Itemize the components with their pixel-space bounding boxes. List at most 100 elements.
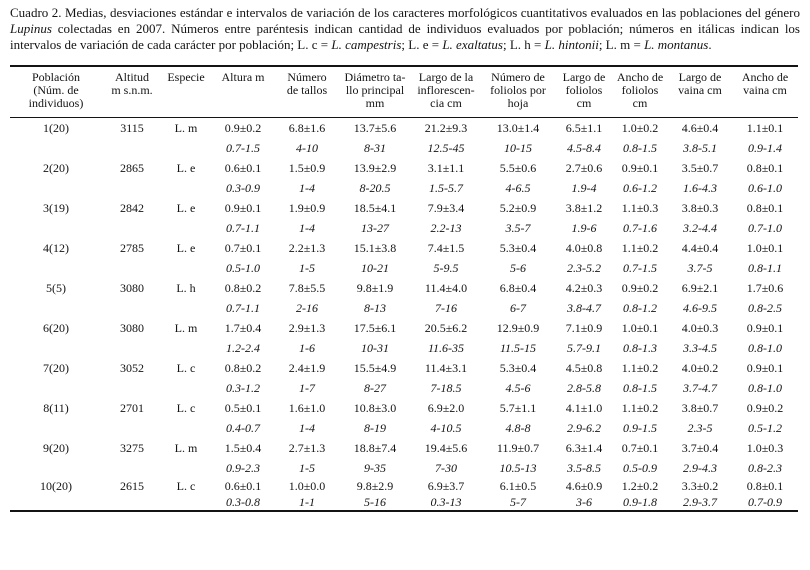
range-cell <box>10 418 102 438</box>
mean-cell: 0.5±0.1 <box>224 400 262 415</box>
caption-italic-segment: L. exaltatus <box>442 36 503 52</box>
mean-cell: 15.5±4.9 <box>353 360 397 375</box>
range-cell <box>10 494 102 511</box>
mean-cell: 4(12) <box>43 240 69 255</box>
population-range-row: 0.7-1.1 1-4 13-27 2.2-13 3.5-7 1.9-6 0.7-1.6 3.… <box>10 218 798 238</box>
range-cell <box>102 418 162 438</box>
mean-cell: 5.3±0.4 <box>499 360 537 375</box>
mean-cell: 20.5±6.2 <box>424 320 468 335</box>
range-cell: 1.9-6 <box>571 220 597 235</box>
mean-cell: 0.6±0.1 <box>224 160 262 175</box>
mean-cell: 6.1±0.5 <box>499 478 537 493</box>
range-cell <box>162 458 210 478</box>
mean-cell: 1.1±0.2 <box>621 360 659 375</box>
range-cell: 0.8-2.3 <box>748 460 782 475</box>
range-cell: 3.7-5 <box>687 260 713 275</box>
population-mean-row: 9(20) 3275 L. m 1.5±0.4 2.7±1.3 18.8±7.4 19.4±… <box>10 438 798 458</box>
mean-cell: 9.8±2.9 <box>356 478 394 493</box>
mean-cell: 6.3±1.4 <box>565 440 603 455</box>
range-cell: 0.8-1.3 <box>623 340 657 355</box>
column-header: Especie <box>167 69 205 84</box>
mean-cell: L. c <box>176 400 196 415</box>
range-cell <box>162 418 210 438</box>
range-cell: 1-1 <box>299 494 315 509</box>
mean-cell: 19.4±5.6 <box>424 440 468 455</box>
range-cell: 0.5-1.0 <box>226 260 260 275</box>
range-cell <box>162 338 210 358</box>
range-cell: 0.8-1.2 <box>623 300 657 315</box>
range-cell: 1-6 <box>299 340 315 355</box>
column-header: Largo de foliolos cm <box>562 69 606 111</box>
table-caption: Cuadro 2. Medias, desviaciones estándar … <box>10 5 800 53</box>
mean-cell: 3.7±0.4 <box>681 440 719 455</box>
range-cell <box>10 178 102 198</box>
range-cell: 3-6 <box>576 494 592 509</box>
mean-cell: 1.5±0.4 <box>224 440 262 455</box>
column-header: Altura m <box>221 69 265 84</box>
range-cell <box>162 138 210 158</box>
mean-cell: 2865 <box>120 160 144 175</box>
mean-cell: 0.9±0.1 <box>224 200 262 215</box>
range-cell: 4.6-9.5 <box>683 300 717 315</box>
range-cell <box>162 298 210 318</box>
range-cell <box>10 258 102 278</box>
range-cell: 2-16 <box>296 300 318 315</box>
mean-cell: 4.6±0.4 <box>681 120 719 135</box>
range-cell <box>10 338 102 358</box>
header-row: Población (Núm. de individuos) Altitud m … <box>10 66 798 118</box>
population-range-row: 0.5-1.0 1-5 10-21 5-9.5 5-6 2.3-5.2 0.7-1.5 3.7… <box>10 258 798 278</box>
mean-cell: 1.1±0.2 <box>621 240 659 255</box>
mean-cell: 0.9±0.1 <box>746 320 784 335</box>
column-header: Largo de vaina cm <box>678 69 722 98</box>
range-cell <box>10 138 102 158</box>
mean-cell: 6(20) <box>43 320 69 335</box>
mean-cell: 2701 <box>120 400 144 415</box>
population-mean-row: 4(12) 2785 L. e 0.7±0.1 2.2±1.3 15.1±3.8 7.4±1… <box>10 238 798 258</box>
mean-cell: 0.8±0.1 <box>746 160 784 175</box>
range-cell: 0.8-1.1 <box>748 260 782 275</box>
mean-cell: 1.7±0.4 <box>224 320 262 335</box>
mean-cell: 3(19) <box>43 200 69 215</box>
mean-cell: 9(20) <box>43 440 69 455</box>
range-cell: 0.8-1.0 <box>748 340 782 355</box>
mean-cell: 4.1±1.0 <box>565 400 603 415</box>
range-cell: 13-27 <box>361 220 389 235</box>
mean-cell: 3080 <box>120 320 144 335</box>
population-mean-row: 1(20) 3115 L. m 0.9±0.2 6.8±1.6 13.7±5.6 21.2±… <box>10 117 798 138</box>
mean-cell: L. m <box>174 320 198 335</box>
range-cell: 4.5-6 <box>505 380 531 395</box>
population-mean-row: 10(20) 2615 L. c 0.6±0.1 1.0±0.0 9.8±2.9 6.9±3… <box>10 478 798 494</box>
range-cell: 1.2-2.4 <box>226 340 260 355</box>
range-cell: 10-15 <box>504 140 532 155</box>
mean-cell: 2785 <box>120 240 144 255</box>
range-cell: 1-7 <box>299 380 315 395</box>
mean-cell: 6.9±2.0 <box>427 400 465 415</box>
range-cell: 2.3-5 <box>687 420 713 435</box>
mean-cell: 3.3±0.2 <box>681 478 719 493</box>
range-cell <box>10 218 102 238</box>
mean-cell: 1.0±0.3 <box>746 440 784 455</box>
mean-cell: 1.1±0.2 <box>621 400 659 415</box>
range-cell: 0.7-1.1 <box>226 220 260 235</box>
mean-cell: L. h <box>176 280 196 295</box>
range-cell: 3.8-5.1 <box>683 140 717 155</box>
mean-cell: 3.5±0.7 <box>681 160 719 175</box>
mean-cell: 4.5±0.8 <box>565 360 603 375</box>
mean-cell: 5.5±0.6 <box>499 160 537 175</box>
mean-cell: 1.6±1.0 <box>288 400 326 415</box>
range-cell: 0.3-13 <box>430 494 462 509</box>
mean-cell: 1.0±0.2 <box>621 120 659 135</box>
mean-cell: 2615 <box>120 478 144 493</box>
mean-cell: 1.0±0.1 <box>746 240 784 255</box>
mean-cell: 13.0±1.4 <box>496 120 540 135</box>
column-header: Número de tallos <box>286 69 328 98</box>
range-cell: 0.3-0.8 <box>226 494 260 509</box>
range-cell: 0.6-1.2 <box>623 180 657 195</box>
mean-cell: 4.0±0.2 <box>681 360 719 375</box>
mean-cell: 6.8±0.4 <box>499 280 537 295</box>
range-cell <box>10 298 102 318</box>
mean-cell: 1.0±0.0 <box>288 478 326 493</box>
column-header: Altitud m s.n.m. <box>111 69 153 98</box>
mean-cell: 3275 <box>120 440 144 455</box>
range-cell: 2.9-6.2 <box>567 420 601 435</box>
